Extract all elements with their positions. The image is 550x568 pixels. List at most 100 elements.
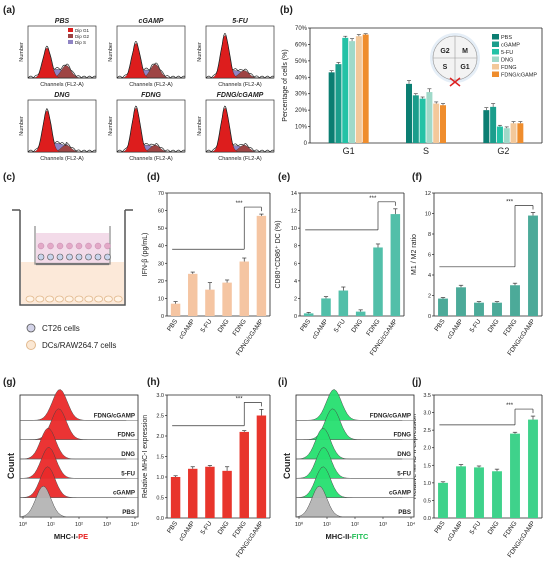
bar [328,72,335,143]
x-tick-label: 10² [351,522,359,528]
y-tick-label: 40 [158,244,164,250]
ct26-legend-icon [26,323,36,333]
panel-label-e: (e) [278,172,290,183]
category-label: FDNG [365,318,381,337]
flow-histogram-stack: FDNG/cGAMP FDNG DNG 5-FU cGAMP PBS 10⁰ 10¹ 10² 10… [6,389,140,541]
x-tick-label: 10³ [103,522,111,528]
bar [438,298,448,316]
histogram-ylabel: Number [19,42,25,62]
bar [474,467,484,518]
y-tick-label: 50 [158,226,164,232]
significance-mark: *** [236,201,244,207]
y-tick-label: 60% [295,42,308,48]
bar [433,103,440,143]
bar [222,282,232,316]
legend-swatch [492,64,499,70]
category-label: DNG [350,318,364,334]
y-axis-label: Count [6,453,16,479]
category-label: 5-FU [333,318,347,334]
bar [321,298,331,316]
y-tick-label: 0 [428,314,431,320]
category-label: PBS [166,520,180,535]
x-tick-label: 10⁴ [131,521,140,528]
histogram-envelope [205,105,275,153]
x-axis-label: MHC-II-FITC [326,532,369,541]
y-tick-label: 10 [291,226,297,232]
y-tick-label: 0 [161,314,164,320]
category-label: PBS [166,318,180,333]
dc-cell [104,295,113,303]
bar [483,110,490,143]
category-label: cGAMP [178,520,197,542]
bar [510,123,517,143]
x-axis-label-accent: FITC [352,532,369,541]
legend-label: FDNG [501,65,517,71]
group-label: FDNG/cGAMP [370,412,411,419]
y-tick-label: 6 [428,253,431,259]
category-label: DNG [217,318,231,334]
dc-cell [25,295,35,303]
bar [456,466,466,518]
x-tick-label: 10⁰ [19,521,28,528]
y-tick-label: 10% [295,125,308,131]
y-axis-label: M1 / M2 ratio [411,234,418,275]
y-tick-label: 1.5 [156,455,164,461]
category-label: DNG [487,318,501,334]
histogram-envelope [205,33,275,79]
dc-legend-icon [26,340,36,350]
histogram-envelope [116,41,186,79]
legend-label: Dip G1 [75,28,90,33]
dc-cell [35,295,45,303]
inset-phase-label: G2 [440,48,449,55]
dc-cell [74,295,84,303]
panel-label-i: (i) [278,377,287,388]
group-label: PBS [122,509,135,516]
legend-swatch [492,56,499,62]
legend-swatch [68,34,73,38]
ct26-cell [37,242,45,250]
bar [474,302,484,316]
category-label: 5-FU [469,520,483,536]
y-tick-label: 14 [291,191,297,197]
ct26-cell [47,253,54,261]
category-label: cGAMP [311,318,330,340]
significance-mark: *** [236,396,244,402]
bar [239,261,249,316]
panel-label-a: (a) [3,5,15,16]
y-axis-label: Relative MHC-II expression [411,414,418,499]
bar-chart-h: 0.0 0.5 1.0 1.5 2.0 2.5 3.0 Relative MHC-I expr… [142,393,271,559]
y-axis-label: Percentage of cells (%) [282,49,289,121]
ct26-cell [56,242,64,250]
legend-swatch [492,34,499,40]
cell-cycle-histogram: FDNG Number Channels (FL2-A) [108,92,186,162]
bar [419,98,426,143]
bar [239,431,249,518]
dc-cell [45,295,54,303]
category-label: cGAMP [446,318,465,340]
bar [303,313,314,316]
bar [528,419,538,518]
ct26-cell [75,242,83,250]
legend-swatch [492,49,499,55]
y-tick-label: 0 [294,314,297,320]
block-cross-icon [449,77,461,87]
histogram-ylabel: Number [108,42,114,62]
category-label: 5-FU [469,318,483,334]
panel-label-h: (h) [147,377,160,388]
y-tick-label: 70 [158,191,164,197]
x-axis-label-main: MHC-II- [326,532,353,541]
ct26-cell [104,253,111,261]
inset-phase-label: S [443,64,448,71]
y-tick-label: 0.0 [423,516,431,522]
category-label: cGAMP [446,520,465,542]
y-axis-label: IFN-β (pg/mL) [142,233,149,277]
category-label: G2 [497,146,509,156]
histogram-xlabel: Channels (FL2-A) [40,82,84,88]
y-tick-label: 40% [295,75,308,81]
bar [496,126,503,143]
histogram-envelope [116,105,186,153]
y-tick-label: 2 [428,294,431,300]
bar [390,214,401,316]
x-tick-label: 10² [75,522,83,528]
